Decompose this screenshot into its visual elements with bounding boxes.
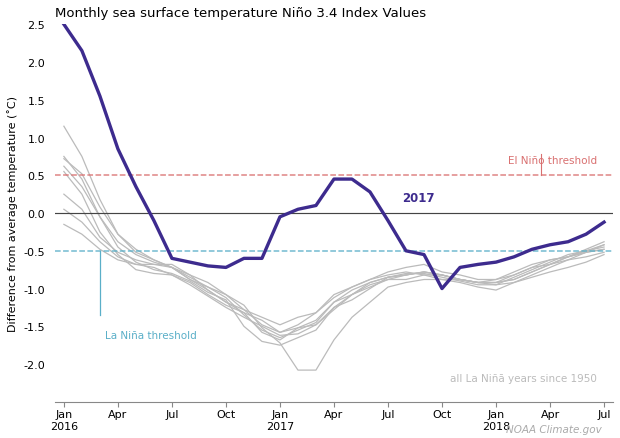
Text: all La Niñā years since 1950: all La Niñā years since 1950: [450, 373, 597, 383]
Text: La Niña threshold: La Niña threshold: [105, 330, 197, 340]
Text: Monthly sea surface temperature Niño 3.4 Index Values: Monthly sea surface temperature Niño 3.4…: [55, 7, 426, 20]
Text: NOAA Climate.gov: NOAA Climate.gov: [506, 424, 601, 434]
Text: 2017: 2017: [402, 192, 435, 205]
Y-axis label: Difference from average temperature (˚C): Difference from average temperature (˚C): [7, 96, 18, 331]
Text: El Niño threshold: El Niño threshold: [508, 155, 597, 165]
